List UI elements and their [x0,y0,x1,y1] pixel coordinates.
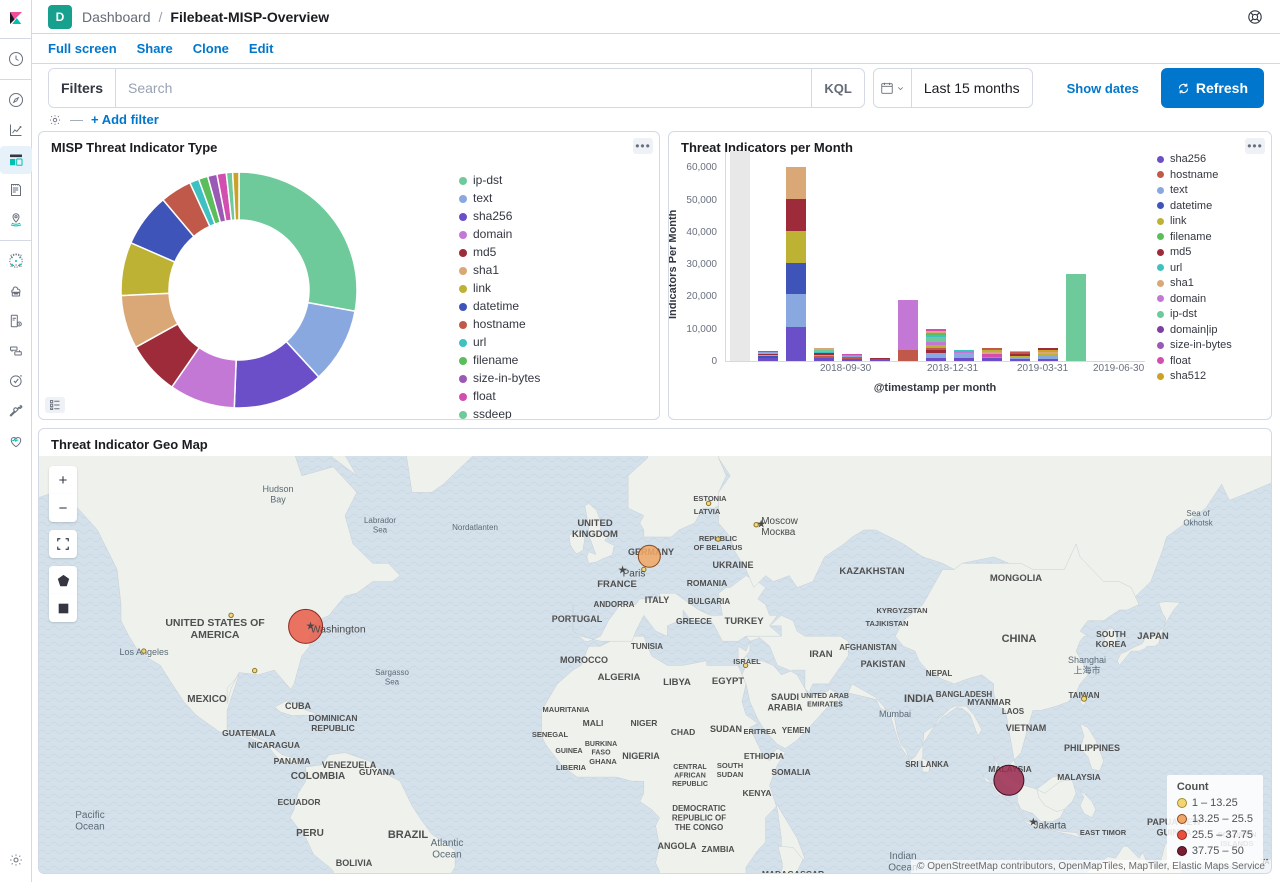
svg-text:INDIA: INDIA [904,693,934,705]
svg-text:YEMEN: YEMEN [782,726,811,735]
svg-text:ALGERIA: ALGERIA [598,672,641,683]
svg-text:SENEGAL: SENEGAL [532,730,569,739]
svg-text:GHANA: GHANA [589,757,617,766]
svg-text:ROMANIA: ROMANIA [687,578,728,588]
svg-text:GUATEMALA: GUATEMALA [222,728,276,738]
svg-text:LIBERIA: LIBERIA [556,763,587,772]
svg-text:EAST TIMOR: EAST TIMOR [1080,828,1127,837]
svg-text:EGYPT: EGYPT [712,676,744,687]
svg-text:CUBA: CUBA [285,701,311,711]
svg-text:Nordatlanten: Nordatlanten [452,523,498,532]
svg-text:NEPAL: NEPAL [926,669,953,678]
svg-text:KENYA: KENYA [743,788,772,798]
svg-text:BOLIVIA: BOLIVIA [336,858,373,868]
svg-text:LIBYA: LIBYA [663,677,691,688]
svg-text:VIETNAM: VIETNAM [1006,723,1047,733]
svg-text:ETHIOPIA: ETHIOPIA [744,751,784,761]
svg-text:MYANMAR: MYANMAR [967,697,1011,707]
svg-text:SOMALIA: SOMALIA [771,767,810,777]
svg-text:PAKISTAN: PAKISTAN [861,659,906,669]
svg-text:TURKEY: TURKEY [724,616,764,627]
svg-text:FRANCE: FRANCE [597,579,637,590]
svg-text:ITALY: ITALY [645,595,670,605]
svg-text:BRAZIL: BRAZIL [388,829,429,841]
svg-text:AFGHANISTAN: AFGHANISTAN [839,643,897,652]
svg-text:SUDAN: SUDAN [710,724,742,734]
svg-text:MAURITANIA: MAURITANIA [543,705,591,714]
svg-text:MALI: MALI [583,718,604,728]
svg-text:TUNISIA: TUNISIA [631,642,663,651]
svg-text:LAOS: LAOS [1002,707,1025,716]
svg-text:ERITREA: ERITREA [744,727,778,736]
svg-text:KYRGYZSTAN: KYRGYZSTAN [876,606,927,615]
svg-text:MALAYSIA: MALAYSIA [1057,772,1101,782]
svg-text:SRI LANKA: SRI LANKA [905,760,949,769]
svg-text:GUINEA: GUINEA [555,748,582,755]
svg-text:LATVIA: LATVIA [694,507,721,516]
svg-text:Moscow: Moscow [761,516,798,527]
svg-text:JAPAN: JAPAN [1137,631,1169,642]
svg-text:PANAMA: PANAMA [274,756,311,766]
svg-text:Mumbai: Mumbai [879,709,911,719]
svg-text:Jakarta: Jakarta [1033,820,1066,831]
svg-text:IRAN: IRAN [809,649,832,660]
svg-text:PORTUGAL: PORTUGAL [552,614,603,624]
svg-text:NIGER: NIGER [631,718,658,728]
svg-text:ANGOLA: ANGOLA [658,841,697,851]
svg-text:COLOMBIA: COLOMBIA [291,771,345,782]
svg-text:CHINA: CHINA [1002,633,1037,645]
svg-text:PERU: PERU [296,828,324,839]
svg-text:MONGOLIA: MONGOLIA [990,573,1042,584]
svg-text:Washington: Washington [311,624,366,636]
svg-text:MADAGASCAR: MADAGASCAR [762,869,824,873]
svg-text:MEXICO: MEXICO [187,694,227,705]
svg-text:GUYANA: GUYANA [359,767,395,777]
svg-text:NIGERIA: NIGERIA [622,751,660,761]
svg-text:NICARAGUA: NICARAGUA [248,740,300,750]
svg-text:Москва: Москва [761,527,796,538]
svg-text:UKRAINE: UKRAINE [712,560,753,570]
svg-text:ANDORRA: ANDORRA [594,600,635,609]
svg-text:BULGARIA: BULGARIA [688,597,730,606]
svg-text:ECUADOR: ECUADOR [278,797,321,807]
svg-text:PHILIPPINES: PHILIPPINES [1064,743,1120,753]
svg-text:MOROCCO: MOROCCO [560,655,608,665]
svg-text:Paris: Paris [623,568,646,579]
svg-text:ZAMBIA: ZAMBIA [701,844,734,854]
svg-text:CHAD: CHAD [671,727,696,737]
svg-text:KAZAKHSTAN: KAZAKHSTAN [839,566,904,577]
svg-text:GREECE: GREECE [676,616,712,626]
svg-text:TAJIKISTAN: TAJIKISTAN [865,619,908,628]
